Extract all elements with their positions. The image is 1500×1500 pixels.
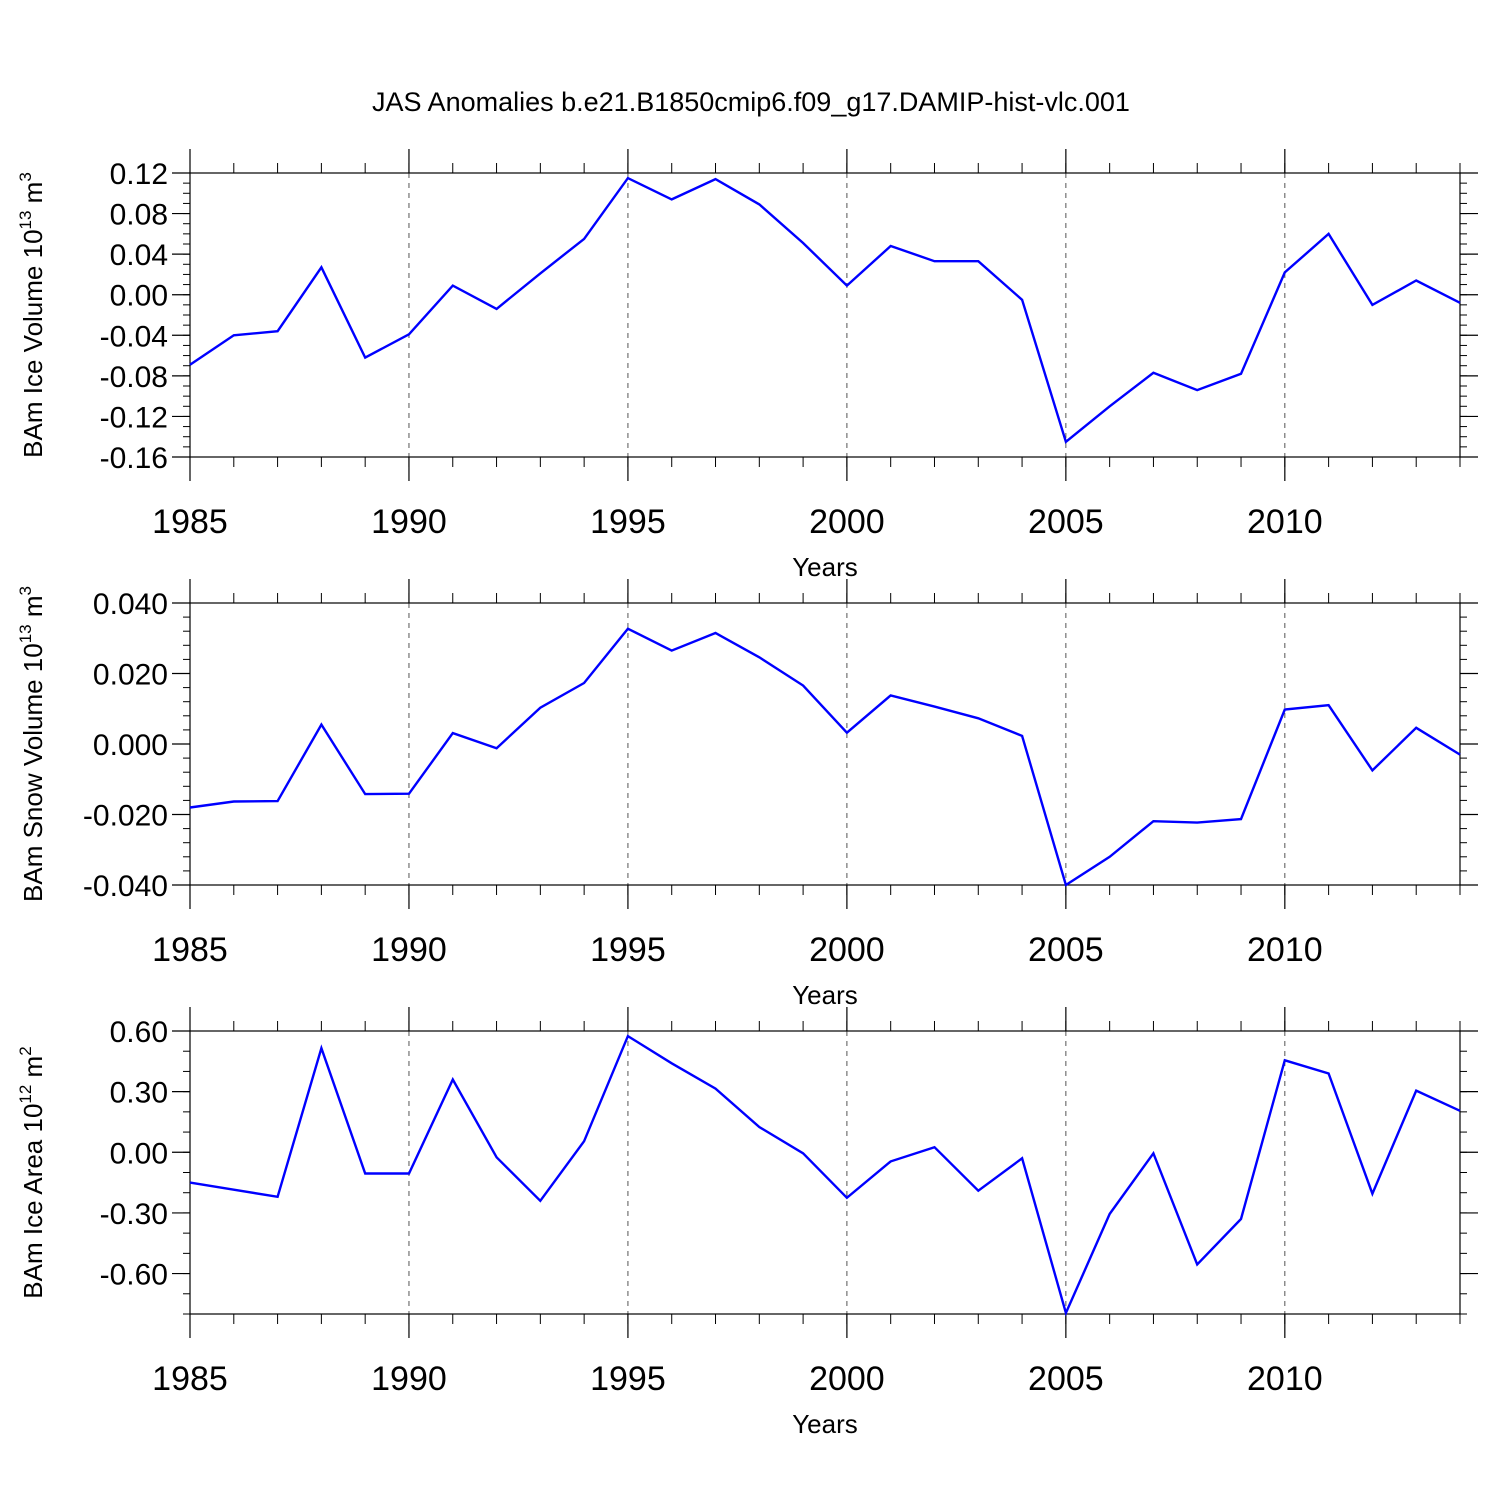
x-tick-label: 2000 xyxy=(809,503,885,541)
x-tick-label: 1985 xyxy=(152,931,228,969)
series-line xyxy=(189,176,1461,444)
x-tick-label: 1995 xyxy=(590,931,666,969)
y-axis-title-exponent: 13 xyxy=(16,211,35,230)
y-tick-label: 0.00 xyxy=(110,1137,168,1170)
chart-panel-3: -0.60 -0.30 0.00 0.30 0.60 1985 1990 1995 2000 20… xyxy=(16,1007,1478,1439)
y-axis-title-unit: m xyxy=(18,1056,48,1085)
x-tick-label: 2010 xyxy=(1247,1360,1323,1398)
y-tick-label: 0.12 xyxy=(110,158,168,191)
plot-frame xyxy=(189,1030,1461,1315)
chart-panel-2: -0.040 -0.020 0.000 0.020 0.040 1985 1990 1995 2… xyxy=(16,579,1478,1010)
x-tick-label: 1990 xyxy=(371,931,447,969)
y-tick-label: 0.00 xyxy=(110,280,168,313)
series-line xyxy=(189,627,1461,887)
y-axis-title: BAm Ice Volume 1013 m3 xyxy=(16,172,48,458)
x-tick-label: 2005 xyxy=(1028,931,1104,969)
x-tick-label: 2000 xyxy=(809,931,885,969)
y-tick-label: -0.30 xyxy=(100,1198,168,1231)
y-tick-label: 0.04 xyxy=(110,239,168,272)
y-tick-label: 0.020 xyxy=(93,659,168,692)
y-tick-label: 0.60 xyxy=(110,1016,168,1049)
y-axis-title-text: BAm Ice Volume 10 xyxy=(18,229,48,457)
x-axis-title: Years xyxy=(792,1409,858,1439)
x-tick-label: 2010 xyxy=(1247,503,1323,541)
x-tick-label: 1995 xyxy=(590,1360,666,1398)
y-axis-title: BAm Snow Volume 1013 m3 xyxy=(16,586,48,902)
y-axis-title-unit-exponent: 2 xyxy=(16,1046,35,1055)
plot-frame xyxy=(189,602,1461,886)
y-axis-title-exponent: 13 xyxy=(16,624,35,643)
x-tick-label: 1995 xyxy=(590,503,666,541)
plot-frame xyxy=(189,172,1461,458)
x-tick-label: 1990 xyxy=(371,1360,447,1398)
y-axis-title-text: BAm Snow Volume 10 xyxy=(18,643,48,902)
y-axis-title-text: BAm Ice Area 10 xyxy=(18,1104,48,1299)
y-tick-label: -0.12 xyxy=(100,401,168,434)
y-axis-title-unit: m xyxy=(18,595,48,624)
y-axis-title-exponent: 12 xyxy=(16,1085,35,1104)
x-tick-label: 2010 xyxy=(1247,931,1323,969)
x-tick-label: 2005 xyxy=(1028,1360,1104,1398)
y-tick-label: 0.000 xyxy=(93,729,168,762)
x-tick-label: 1990 xyxy=(371,503,447,541)
x-tick-label: 1985 xyxy=(152,503,228,541)
y-tick-label: 0.040 xyxy=(93,588,168,621)
x-tick-label: 2000 xyxy=(809,1360,885,1398)
x-tick-label: 1985 xyxy=(152,1360,228,1398)
x-axis-title: Years xyxy=(792,980,858,1010)
y-tick-label: -0.08 xyxy=(100,361,168,394)
chart-title: JAS Anomalies b.e21.B1850cmip6.f09_g17.D… xyxy=(372,87,1130,117)
y-tick-label: -0.16 xyxy=(100,442,168,475)
y-tick-label: -0.040 xyxy=(83,870,168,903)
series-line xyxy=(189,1034,1461,1317)
y-axis-title-unit: m xyxy=(18,182,48,211)
chart-panel-1: -0.16 -0.12 -0.08 -0.04 0.00 0.04 0.08 0.12 1985… xyxy=(16,149,1478,582)
y-axis-title-unit-exponent: 3 xyxy=(16,172,35,181)
x-axis-title: Years xyxy=(792,552,858,582)
x-tick-label: 2005 xyxy=(1028,503,1104,541)
y-tick-label: -0.04 xyxy=(100,320,168,353)
y-tick-label: 0.30 xyxy=(110,1077,168,1110)
y-axis-title-unit-exponent: 3 xyxy=(16,586,35,595)
y-tick-label: -0.60 xyxy=(100,1259,168,1292)
y-tick-label: -0.020 xyxy=(83,800,168,833)
y-axis-title: BAm Ice Area 1012 m2 xyxy=(16,1046,48,1298)
y-tick-label: 0.08 xyxy=(110,199,168,232)
